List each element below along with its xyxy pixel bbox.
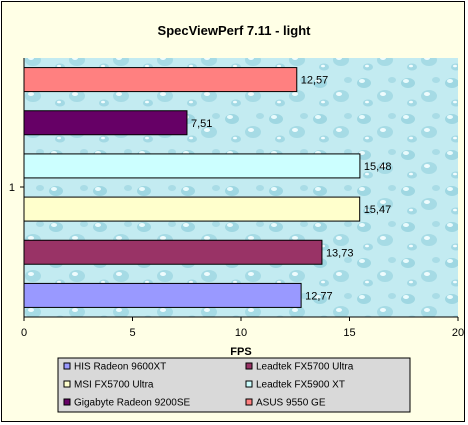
- bar-value-label: 12,57: [301, 75, 329, 87]
- x-tick-label: 15: [343, 327, 355, 339]
- legend-swatch: [63, 362, 71, 370]
- x-tick-label: 5: [129, 327, 135, 339]
- bar: [23, 110, 188, 136]
- legend-swatch: [245, 380, 253, 388]
- bar-value-label: 15,47: [364, 204, 392, 216]
- bar-value-label: 13,73: [326, 247, 354, 259]
- legend-entry: HIS Radeon 9600XT: [74, 362, 166, 373]
- bar-value-label: 7,51: [191, 118, 212, 130]
- category-label: 1: [9, 182, 15, 194]
- x-ticks-group: 0 5 10 15 20: [21, 317, 464, 339]
- legend-swatch: [63, 398, 71, 406]
- legend-entry: MSI FX5700 Ultra: [74, 380, 154, 391]
- bar-value-label: 15,48: [364, 161, 392, 173]
- x-axis-title: FPS: [230, 346, 251, 358]
- bars-group: [23, 67, 361, 308]
- bar: [23, 239, 323, 265]
- x-tick-label: 20: [452, 327, 464, 339]
- legend-swatch: [245, 398, 253, 406]
- bar: [23, 282, 302, 308]
- legend-entry: Gigabyte Radeon 9200SE: [74, 398, 191, 409]
- value-labels-group: 12,77 13,73 15,47 15,48 7,51 12,57: [191, 75, 391, 303]
- legend-entry: Leadtek FX5900 XT: [256, 380, 345, 391]
- x-tick-label: 10: [235, 327, 247, 339]
- bar: [23, 196, 361, 222]
- plot-area: [24, 58, 458, 317]
- legend-box: [57, 357, 411, 413]
- x-tick-label: 0: [21, 327, 27, 339]
- legend-entry: ASUS 9550 GE: [256, 398, 326, 409]
- bar: [23, 67, 298, 93]
- legend-swatch: [63, 380, 71, 388]
- legend-swatch: [245, 362, 253, 370]
- legend-items-group: HIS Radeon 9600XT Leadtek FX5700 Ultra MSI…: [63, 362, 354, 409]
- legend-entry: Leadtek FX5700 Ultra: [256, 362, 354, 373]
- bar-value-label: 12,77: [305, 290, 333, 302]
- bar: [23, 153, 361, 179]
- chart-title: SpecViewPerf 7.11 - light: [158, 23, 312, 38]
